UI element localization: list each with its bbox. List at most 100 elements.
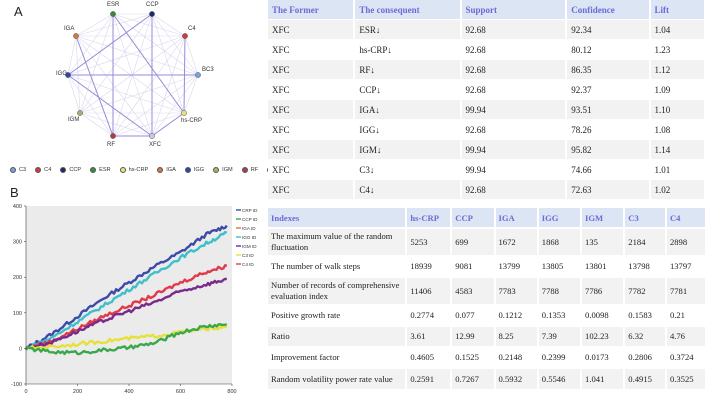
network-edge: [184, 35, 199, 76]
indexes-cell: 0.0173: [581, 346, 626, 368]
network-edge: [112, 13, 186, 37]
legend-swatch: [90, 167, 97, 173]
rules-cell: 86.35: [566, 59, 651, 80]
network-edge: [67, 74, 114, 137]
indexes-cell: 0.2148: [494, 346, 539, 368]
network-edge: [79, 13, 153, 114]
indexes-cell: 5253: [406, 227, 453, 256]
indexes-cell: 2898: [665, 227, 708, 256]
association-rules-table: The Former The consequent Support Confidenc…: [268, 0, 707, 199]
panel-b-label: B: [10, 185, 19, 200]
indexes-cell: 13798: [624, 255, 667, 277]
chart-legend-label: C3 ID: [242, 253, 254, 258]
rules-cell: XFC: [268, 159, 356, 180]
indexes-cell: 0.0098: [581, 304, 626, 326]
network-edge-strong: [75, 35, 114, 137]
network-node: [65, 72, 71, 78]
network-edge: [151, 13, 199, 76]
indexes-cell: 0.2806: [624, 346, 667, 368]
network-node-label: hs-CRP: [181, 118, 202, 124]
panel-a-label: A: [14, 4, 23, 19]
network-edge-strong: [151, 112, 185, 137]
rules-header-cell: Support: [460, 0, 568, 20]
indexes-cell: 13801: [581, 255, 626, 277]
legend-item: IGA: [157, 167, 176, 173]
rules-cell: 1.10: [649, 99, 707, 120]
network-edge: [79, 74, 199, 114]
rules-cell: XFC: [268, 99, 356, 120]
association-network: ESR CCP C4 IGA BC3 IGG hs-CRP IGM RF XFC: [56, 2, 214, 148]
network-node: [149, 133, 155, 139]
rules-header-cell: The Former: [268, 0, 356, 20]
network-node-label: C4: [188, 26, 196, 32]
indexes-header-cell: hs-CRP: [406, 208, 453, 228]
legend-item: IGM: [213, 167, 233, 173]
rules-cell: 72.63: [566, 179, 651, 199]
indexes-cell: 1672: [494, 227, 539, 256]
indexes-cell: The maximum value of the random fluctuat…: [268, 227, 408, 256]
rules-cell: 92.68: [460, 179, 568, 199]
network-edges: [67, 13, 199, 137]
network-edge-strong: [67, 74, 153, 137]
network-node: [110, 133, 116, 139]
rules-cell: 92.68: [460, 19, 568, 40]
indexes-cell: 7786: [581, 276, 626, 305]
rules-cell: 1.23: [649, 39, 707, 60]
network-node: [77, 110, 83, 116]
indexes-cell: 7782: [624, 276, 667, 305]
y-tick-label: 400: [13, 204, 22, 210]
network-node-label: XFC: [149, 142, 162, 148]
network-nodes: ESR CCP C4 IGA BC3 IGG hs-CRP IGM RF XFC: [56, 2, 214, 148]
network-node: [149, 11, 155, 17]
network-edge: [67, 74, 185, 114]
legend-item: IGG: [184, 167, 204, 173]
network-edge: [151, 35, 186, 137]
table-row: Ratio 3.61 12.99 8.25 7.39 102.23 6.32 4.76: [268, 325, 708, 347]
rules-cell: 1.14: [649, 139, 707, 160]
network-node: [110, 11, 116, 17]
indexes-cell: 12.99: [451, 325, 496, 347]
network-node: [181, 110, 187, 116]
indexes-cell: 9081: [451, 255, 496, 277]
network-edge: [112, 112, 185, 137]
indexes-cell: 0.1525: [451, 346, 496, 368]
legend-label: IGA: [166, 167, 176, 173]
legend-item: C4: [35, 167, 51, 173]
rules-cell: 92.34: [566, 19, 651, 40]
chart-legend: CRP ID CCP ID IGA ID IGG ID IGM ID C3 ID C4 ID: [236, 208, 258, 267]
network-node: [182, 33, 188, 39]
y-tick-label: 0: [19, 346, 22, 352]
indexes-cell: 0.5546: [537, 367, 583, 389]
indexes-cell: Improvement factor: [268, 346, 408, 368]
table-row: Random volatility power rate value 0.2591…: [268, 367, 708, 389]
indexes-cell: 1868: [537, 227, 583, 256]
chart-legend-label: C4 ID: [242, 262, 254, 267]
rules-cell: 92.68: [460, 79, 568, 100]
legend-label: ESR: [99, 167, 111, 173]
indexes-header-cell: IGA: [494, 208, 539, 228]
rules-header-cell: Confidence: [566, 0, 651, 20]
rules-cell: 1.09: [649, 79, 707, 100]
rules-cell: 1.02: [649, 179, 707, 199]
indexes-cell: 2184: [624, 227, 667, 256]
rules-cell: 74.66: [566, 159, 651, 180]
network-edge-strong: [67, 13, 153, 76]
network-node-label: CCP: [146, 2, 159, 8]
rules-cell: C4↓: [354, 179, 462, 199]
indexes-table: Indexes hs-CRP CCP IGA IGG IGM C3 C4 The maximu…: [268, 208, 708, 389]
network-node: [195, 72, 201, 78]
x-tick-label: 800: [227, 389, 236, 395]
chart-legend-label: IGG ID: [242, 235, 257, 240]
legend-swatch: [157, 167, 164, 173]
rules-cell: 95.82: [566, 139, 651, 160]
indexes-header-cell: C3: [624, 208, 667, 228]
legend-swatch: [184, 167, 191, 173]
indexes-cell: 0.077: [451, 304, 496, 326]
rules-cell: XFC: [268, 179, 356, 199]
network-edge: [67, 13, 114, 76]
indexes-cell: 11406: [406, 276, 453, 305]
legend-label: CCP: [69, 167, 82, 173]
table-row: XFC CCP↓ 92.68 92.37 1.09: [268, 79, 707, 100]
table-row: XFC IGG↓ 92.68 78.26 1.08: [268, 119, 707, 140]
